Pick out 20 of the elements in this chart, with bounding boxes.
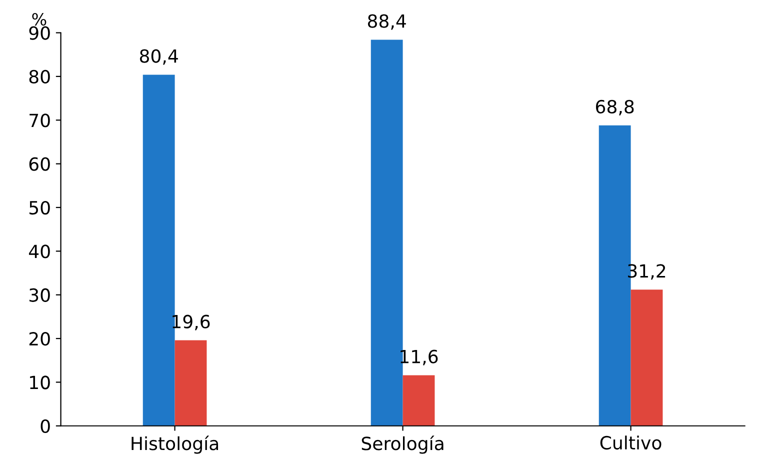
y-tick-label: 10: [30, 376, 50, 390]
data-label: 88,4: [368, 14, 406, 30]
y-tick-label: 0: [40, 419, 50, 433]
y-axis-title: %: [32, 12, 46, 26]
y-tick-label: 90: [29, 26, 50, 40]
y-tick-label: 20: [29, 332, 50, 346]
y-tick-label: 40: [28, 244, 50, 258]
y-tick-label: 70: [30, 114, 50, 128]
bar: [174, 340, 207, 426]
bar: [402, 375, 435, 426]
y-tick-label: 80: [29, 70, 50, 84]
x-tick-label: Cultivo: [600, 436, 662, 450]
data-label: 68,8: [596, 100, 634, 116]
bar: [630, 290, 663, 426]
y-tick-label: 60: [29, 157, 50, 171]
data-label: 80,4: [140, 49, 178, 65]
y-tick-label: 30: [29, 288, 50, 302]
x-tick-label: Histología: [132, 436, 218, 454]
x-tick-label: Serología: [362, 436, 444, 454]
y-tick-label: 50: [29, 200, 50, 215]
